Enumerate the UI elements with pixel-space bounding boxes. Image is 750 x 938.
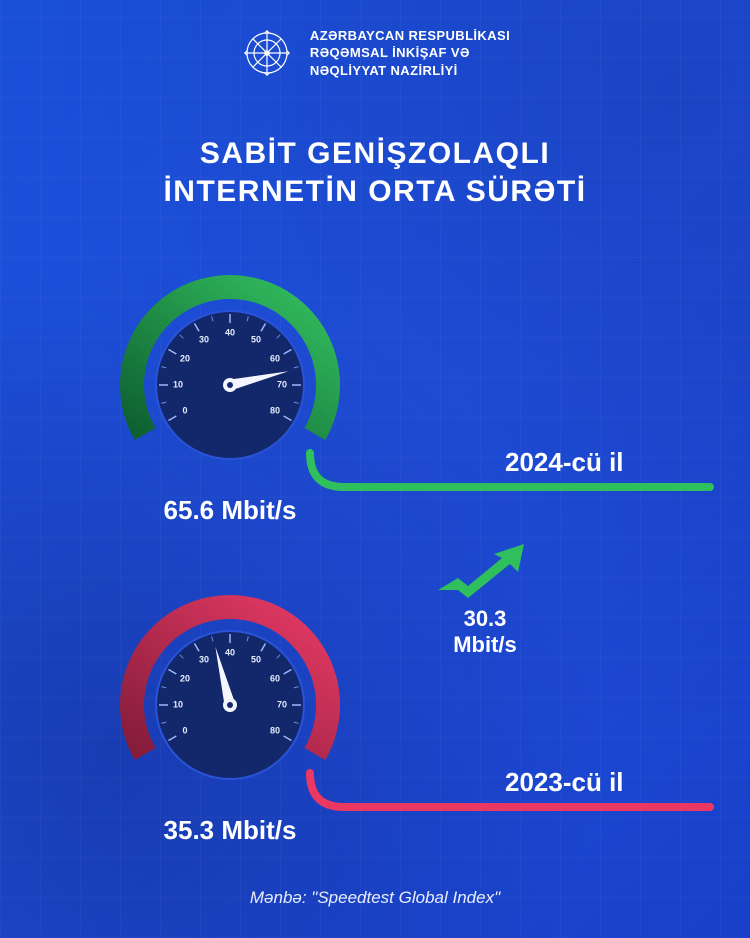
svg-text:80: 80: [270, 405, 280, 415]
ministry-line-1: AZƏRBAYCAN RESPUBLİKASI: [310, 27, 510, 45]
svg-text:40: 40: [225, 327, 235, 337]
title-line-2: İNTERNETİN ORTA SÜRƏTİ: [0, 173, 750, 211]
svg-text:0: 0: [182, 405, 187, 415]
svg-text:20: 20: [180, 673, 190, 683]
svg-text:0: 0: [182, 725, 187, 735]
svg-text:30: 30: [199, 334, 209, 344]
svg-text:40: 40: [225, 647, 235, 657]
svg-text:10: 10: [173, 699, 183, 709]
difference-unit: Mbit/s: [430, 633, 540, 657]
svg-text:50: 50: [251, 334, 261, 344]
svg-text:60: 60: [270, 353, 280, 363]
svg-text:10: 10: [173, 379, 183, 389]
svg-text:70: 70: [277, 379, 287, 389]
difference-value: 30.3: [430, 607, 540, 631]
ministry-line-2: RƏQƏMSAL İNKİŞAF VƏ: [310, 44, 510, 62]
svg-text:50: 50: [251, 654, 261, 664]
year-label-2024: 2024-cü il: [505, 447, 624, 478]
svg-text:60: 60: [270, 673, 280, 683]
svg-text:70: 70: [277, 699, 287, 709]
page-title: SABİT GENİŞZOLAQLI İNTERNETİN ORTA SÜRƏT…: [0, 135, 750, 210]
svg-text:30: 30: [199, 654, 209, 664]
title-line-1: SABİT GENİŞZOLAQLI: [0, 135, 750, 173]
header: AZƏRBAYCAN RESPUBLİKASI RƏQƏMSAL İNKİŞAF…: [0, 26, 750, 80]
svg-text:20: 20: [180, 353, 190, 363]
arrow-up-icon: [430, 540, 540, 600]
ministry-logo-icon: [240, 26, 294, 80]
svg-text:80: 80: [270, 725, 280, 735]
ministry-line-3: NƏQLİYYAT NAZİRLİYİ: [310, 62, 510, 80]
year-label-2023: 2023-cü il: [505, 767, 624, 798]
source-label: Mənbə: "Speedtest Global Index": [0, 888, 750, 908]
ministry-name: AZƏRBAYCAN RESPUBLİKASI RƏQƏMSAL İNKİŞAF…: [310, 27, 510, 80]
difference-indicator: 30.3 Mbit/s: [430, 540, 540, 657]
